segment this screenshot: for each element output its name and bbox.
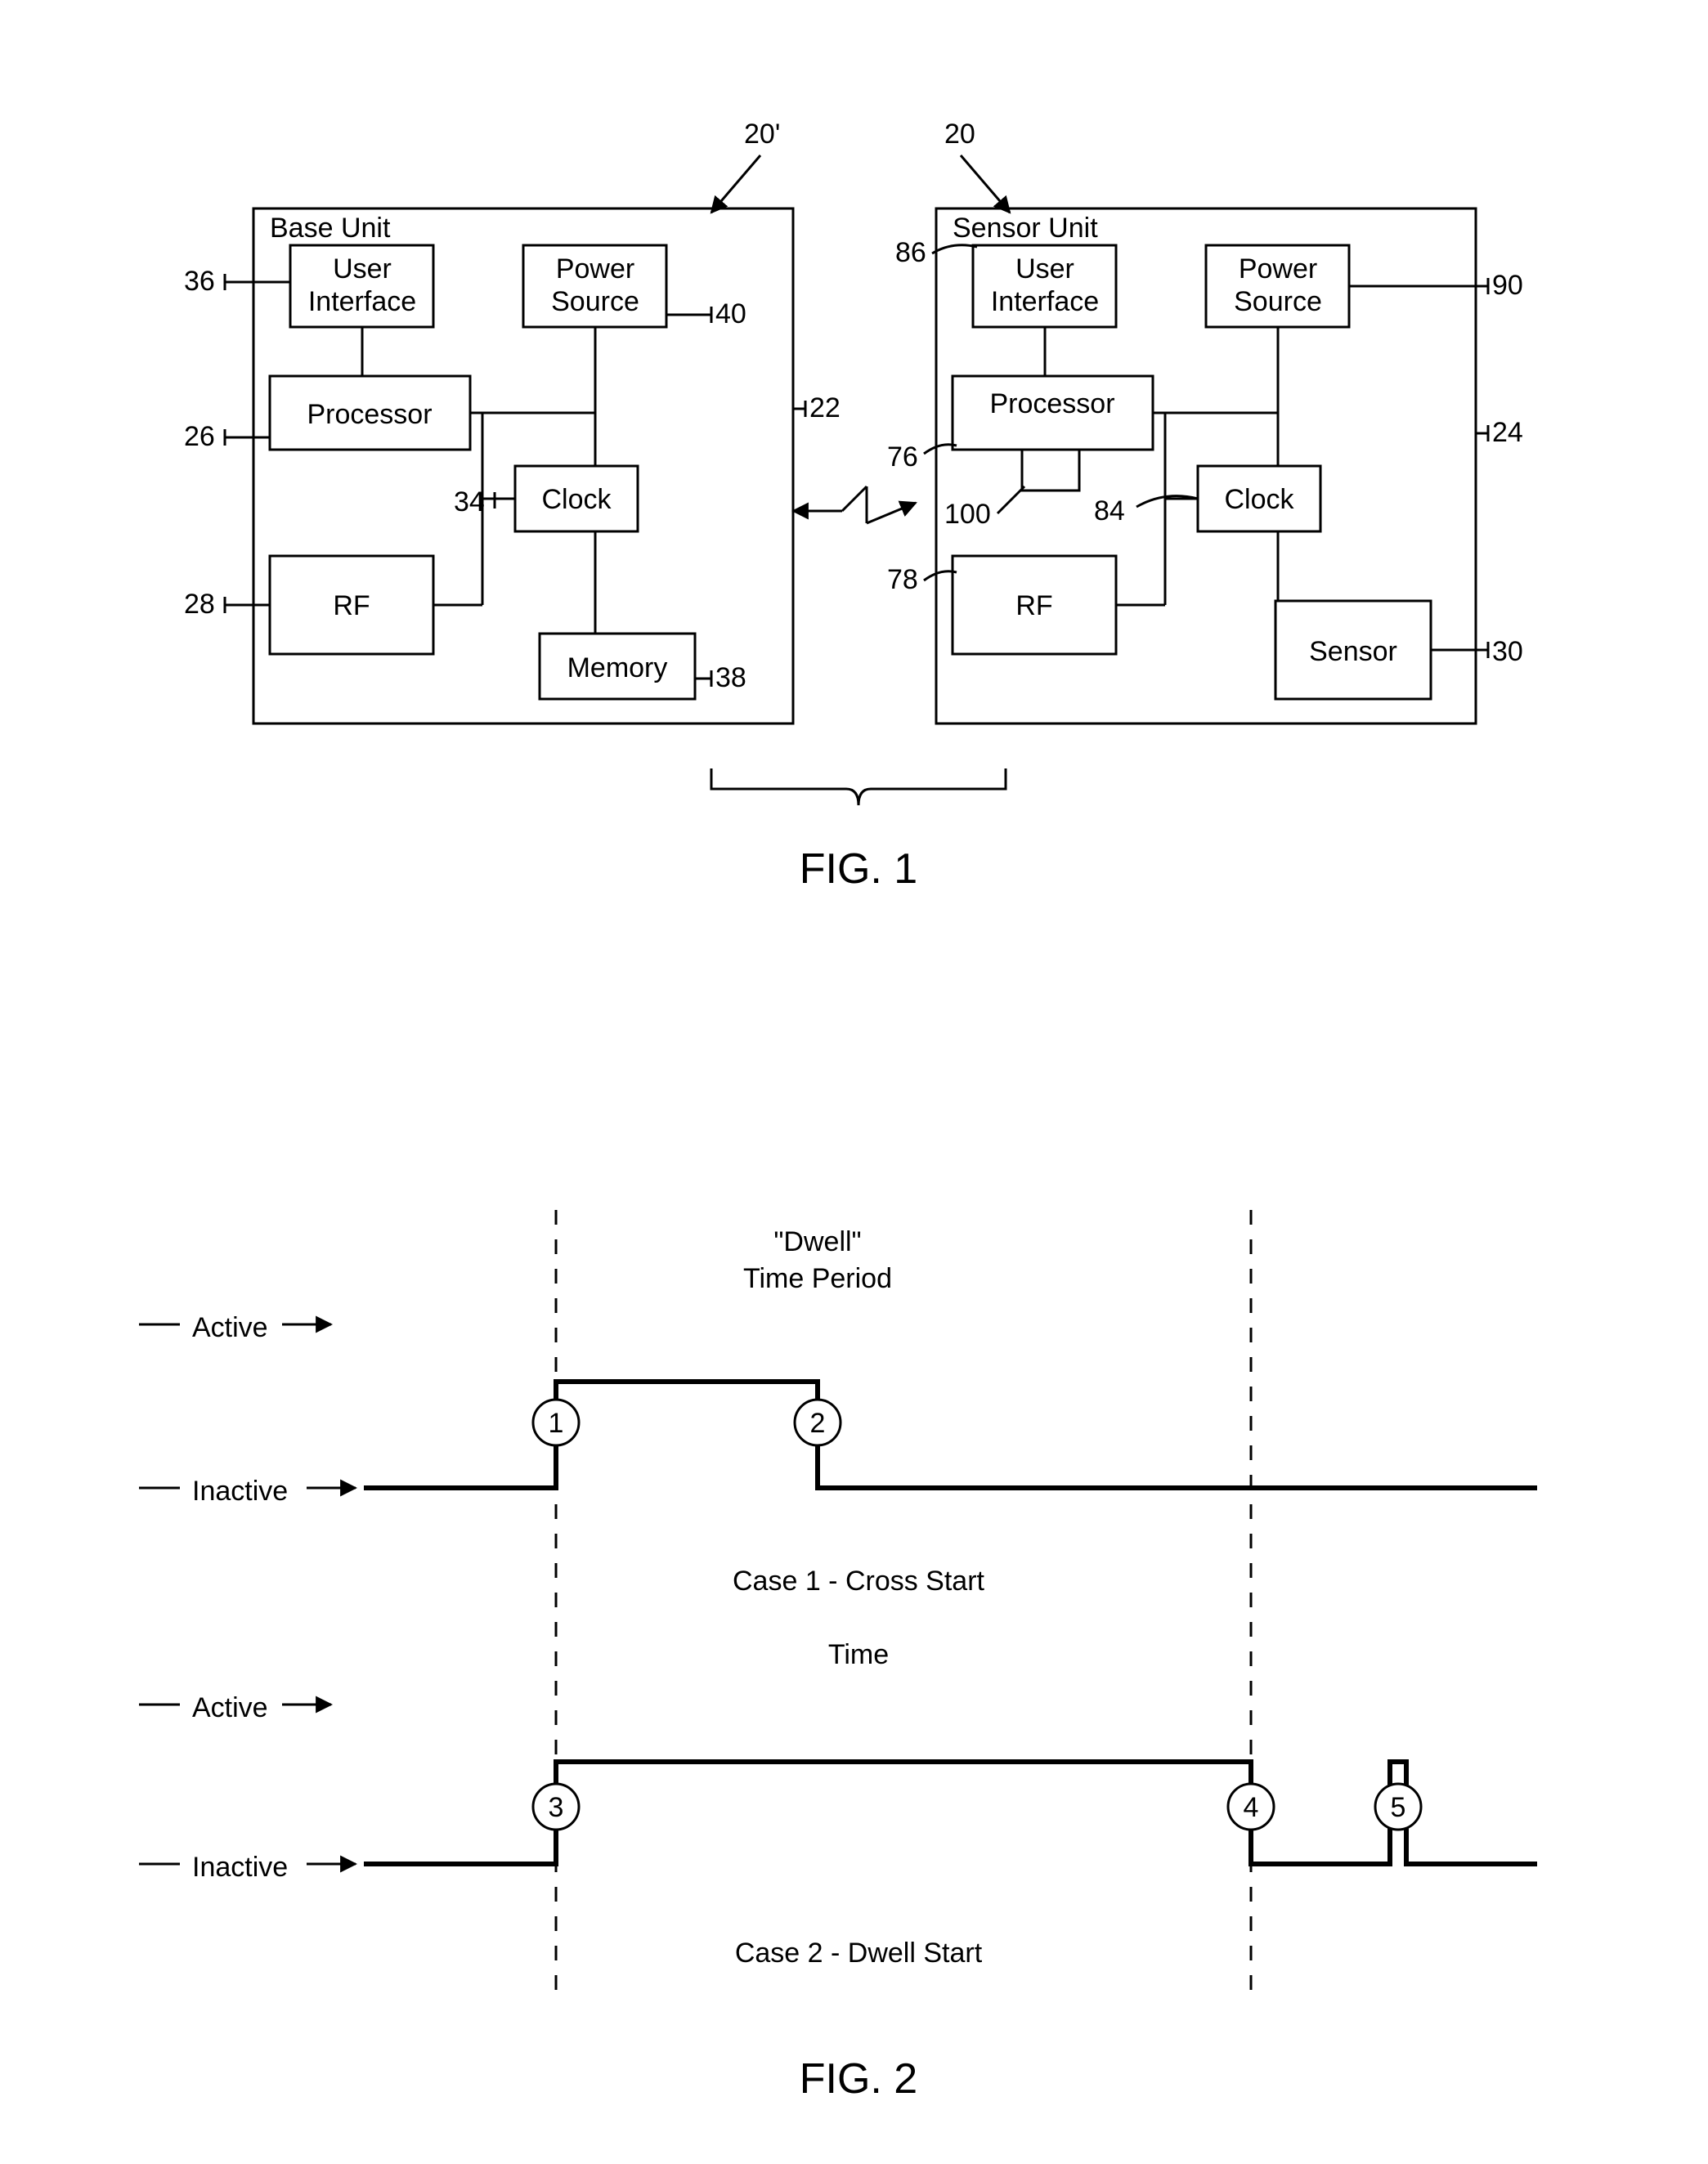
brace-icon <box>711 768 1006 805</box>
sensor-inner-box <box>1022 450 1079 491</box>
ref-22: 22 <box>809 392 841 423</box>
marker-3-label: 3 <box>549 1792 564 1823</box>
sensor-power-label-1: Power <box>1239 253 1317 285</box>
sensor-power-label-2: Source <box>1234 286 1322 317</box>
base-power-label-1: Power <box>556 253 634 285</box>
sensor-ui-label-2: Interface <box>991 286 1099 317</box>
patent-figures: Base Unit User Interface Power Source Pr… <box>0 0 1708 2160</box>
ref-24: 24 <box>1492 417 1523 448</box>
marker-5-label: 5 <box>1391 1792 1406 1823</box>
fig-2: "Dwell" Time Period Active Inactive 1 2 … <box>139 1210 1537 2103</box>
sensor-clock-label: Clock <box>1224 484 1294 515</box>
marker-2-label: 2 <box>810 1408 826 1439</box>
fig1-caption: FIG. 1 <box>800 845 917 893</box>
base-power-label-2: Source <box>551 286 639 317</box>
base-memory-label: Memory <box>567 652 668 683</box>
base-ui-label-2: Interface <box>308 286 416 317</box>
ref-40: 40 <box>715 298 746 329</box>
ref-34: 34 <box>454 486 485 517</box>
case2-inactive-label: Inactive <box>192 1852 288 1883</box>
marker-4-label: 4 <box>1244 1792 1259 1823</box>
marker-1-label: 1 <box>549 1408 564 1439</box>
time-label: Time <box>828 1639 889 1670</box>
ref-36: 36 <box>184 266 215 297</box>
base-ui-label-1: User <box>333 253 392 285</box>
sensor-unit-title: Sensor Unit <box>953 213 1098 244</box>
dwell-label-2: Time Period <box>743 1263 892 1294</box>
case2-active-label: Active <box>192 1692 268 1723</box>
ref-86: 86 <box>895 237 926 268</box>
ref-30: 30 <box>1492 636 1523 667</box>
sensor-sensor-label: Sensor <box>1309 636 1397 667</box>
sensor-processor-label: Processor <box>989 388 1114 419</box>
fig2-caption: FIG. 2 <box>800 2055 917 2103</box>
ref-20: 20 <box>944 119 975 150</box>
base-rf-label: RF <box>333 590 370 621</box>
base-unit-title: Base Unit <box>270 213 391 244</box>
case1-active-label: Active <box>192 1312 268 1343</box>
case1-inactive-label: Inactive <box>192 1476 288 1507</box>
case1-label: Case 1 - Cross Start <box>733 1566 985 1597</box>
fig-1: Base Unit User Interface Power Source Pr… <box>184 119 1523 893</box>
ref-100: 100 <box>944 499 991 530</box>
base-processor-label: Processor <box>307 399 432 430</box>
case2-label: Case 2 - Dwell Start <box>735 1938 983 1969</box>
ref-76: 76 <box>887 441 918 473</box>
ref-20p: 20' <box>744 119 780 150</box>
ref-90: 90 <box>1492 270 1523 301</box>
dwell-label-1: "Dwell" <box>773 1226 861 1257</box>
sensor-ui-label-1: User <box>1015 253 1074 285</box>
sensor-rf-label: RF <box>1015 590 1052 621</box>
ref-28: 28 <box>184 589 215 620</box>
ref-78: 78 <box>887 564 918 595</box>
ref-84: 84 <box>1094 495 1125 526</box>
ref-38: 38 <box>715 662 746 693</box>
rf-link-icon <box>793 486 916 523</box>
ref-26: 26 <box>184 421 215 452</box>
base-clock-label: Clock <box>541 484 612 515</box>
